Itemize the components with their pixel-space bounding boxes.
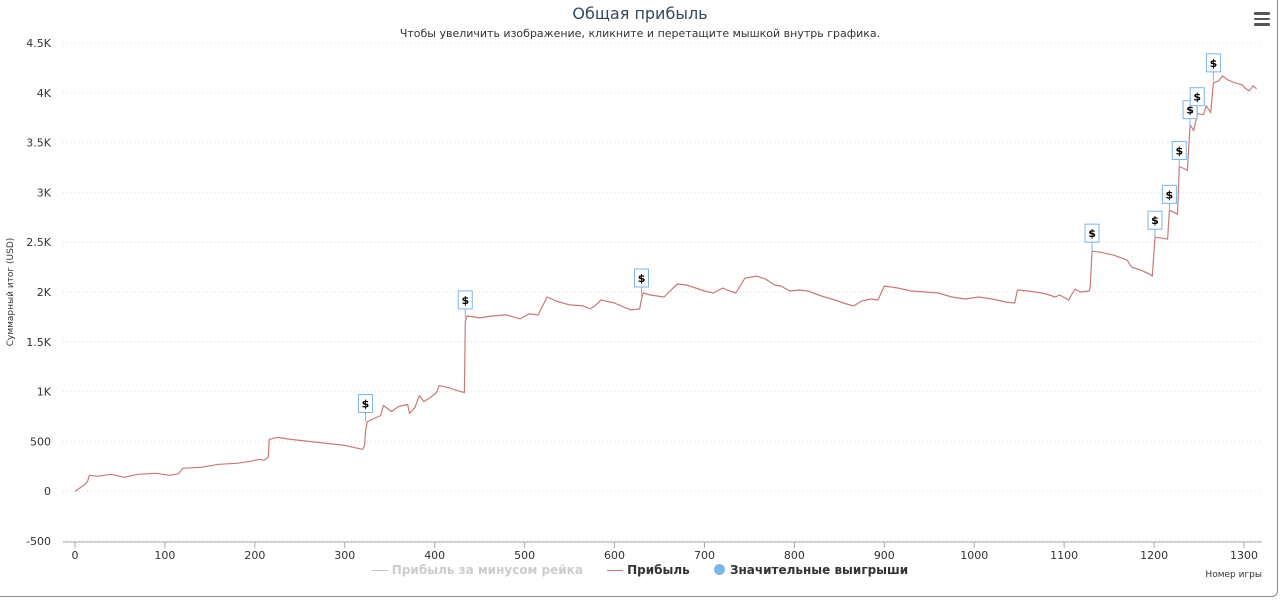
legend-item-big-wins[interactable]: Значительные выигрыши xyxy=(713,563,909,577)
y-axis-ticks: -500 0 500 1K 1.5K 2K 2.5K 3K 3.5K 4K 4.5K xyxy=(26,37,52,548)
x-axis-label: Номер игры xyxy=(1205,570,1262,580)
y-tick-label: 500 xyxy=(30,435,51,448)
legend: Прибыль за минусом рейка Прибыль Значите… xyxy=(0,563,1280,577)
big-win-flag[interactable]: $ xyxy=(357,393,373,422)
y-axis-label: Суммарный итог (USD) xyxy=(6,238,16,347)
chart-subtitle: Чтобы увеличить изображение, кликните и … xyxy=(399,27,881,40)
y-tick-label: 4K xyxy=(37,87,52,100)
y-tick-label: 1.5K xyxy=(26,336,51,349)
y-tick-label: 2K xyxy=(37,286,52,299)
x-tick-label: 300 xyxy=(334,549,355,562)
profit-line xyxy=(74,75,1257,492)
x-tick-label: 400 xyxy=(424,549,445,562)
legend-item-profit[interactable]: Прибыль xyxy=(607,563,690,577)
x-tick-label: 200 xyxy=(244,549,265,562)
flag-box xyxy=(457,290,473,310)
x-tick-label: 1100 xyxy=(1050,549,1078,562)
legend-item-rake[interactable]: Прибыль за минусом рейка xyxy=(371,563,583,577)
flag-label: $ xyxy=(1088,227,1096,240)
flag-label: $ xyxy=(1193,91,1201,104)
x-tick-label: 900 xyxy=(874,549,895,562)
y-tick-label: 3.5K xyxy=(26,137,51,150)
x-tick-label: 100 xyxy=(154,549,175,562)
chart-title: Общая прибыль xyxy=(572,4,708,23)
big-win-flag[interactable]: $ xyxy=(1171,140,1187,169)
flag-box xyxy=(634,268,650,288)
flag-label: $ xyxy=(1186,104,1194,117)
flag-box xyxy=(1147,210,1163,230)
flag-label: $ xyxy=(638,272,646,285)
big-win-flag[interactable]: $ xyxy=(1147,210,1163,239)
legend-label-big-wins: Значительные выигрыши xyxy=(729,563,909,577)
flag-label: $ xyxy=(1166,188,1174,201)
x-tick-label: 500 xyxy=(514,549,535,562)
x-tick-label: 700 xyxy=(694,549,715,562)
menu-icon[interactable] xyxy=(1254,12,1270,26)
big-win-flag[interactable]: $ xyxy=(1189,87,1205,115)
flag-box xyxy=(1084,223,1100,243)
menu-icon-bar xyxy=(1254,23,1270,26)
menu-icon-bar xyxy=(1254,17,1270,20)
legend-label-rake: Прибыль за минусом рейка xyxy=(391,563,583,577)
y-tick-label: 3K xyxy=(37,186,52,199)
flag-box xyxy=(1161,184,1177,204)
menu-icon-bar xyxy=(1254,12,1270,15)
big-win-flag[interactable]: $ xyxy=(457,290,473,318)
x-tick-label: 800 xyxy=(784,549,805,562)
x-tick-label: 0 xyxy=(72,549,79,562)
flag-box xyxy=(1205,53,1221,73)
flag-label: $ xyxy=(1175,144,1183,157)
legend-label-profit: Прибыль xyxy=(627,563,690,577)
x-tick-label: 1000 xyxy=(960,549,988,562)
x-tick-label: 600 xyxy=(604,549,625,562)
y-tick-label: 2.5K xyxy=(26,236,51,249)
y-tick-label: 0 xyxy=(44,485,51,498)
big-win-flag[interactable]: $ xyxy=(634,268,650,296)
big-win-flag[interactable]: $ xyxy=(1084,223,1100,252)
series-profit xyxy=(74,75,1257,492)
legend-swatch-profit xyxy=(607,570,624,571)
y-tick-label: 4.5K xyxy=(26,37,51,50)
flag-label: $ xyxy=(362,397,370,410)
y-tick-label: 1K xyxy=(37,386,52,399)
y-tick-label: -500 xyxy=(26,535,51,548)
series-big-wins: $$$$$$$$$$ xyxy=(357,53,1221,422)
flag-label: $ xyxy=(1151,214,1159,227)
flag-box xyxy=(1189,87,1205,107)
big-win-flag[interactable]: $ xyxy=(1161,184,1177,213)
big-win-flag[interactable]: $ xyxy=(1205,53,1221,81)
flag-label: $ xyxy=(1210,57,1218,70)
flag-box xyxy=(1171,140,1187,160)
x-tick-label: 1300 xyxy=(1230,549,1258,562)
legend-swatch-rake xyxy=(371,570,388,571)
legend-swatch-big-wins xyxy=(713,564,725,575)
flag-box xyxy=(357,393,373,413)
x-axis: 0 100 200 300 400 500 600 700 800 900 1000 1100 1200… xyxy=(63,541,1262,562)
flag-label: $ xyxy=(461,294,469,307)
x-tick-label: 1200 xyxy=(1140,549,1168,562)
